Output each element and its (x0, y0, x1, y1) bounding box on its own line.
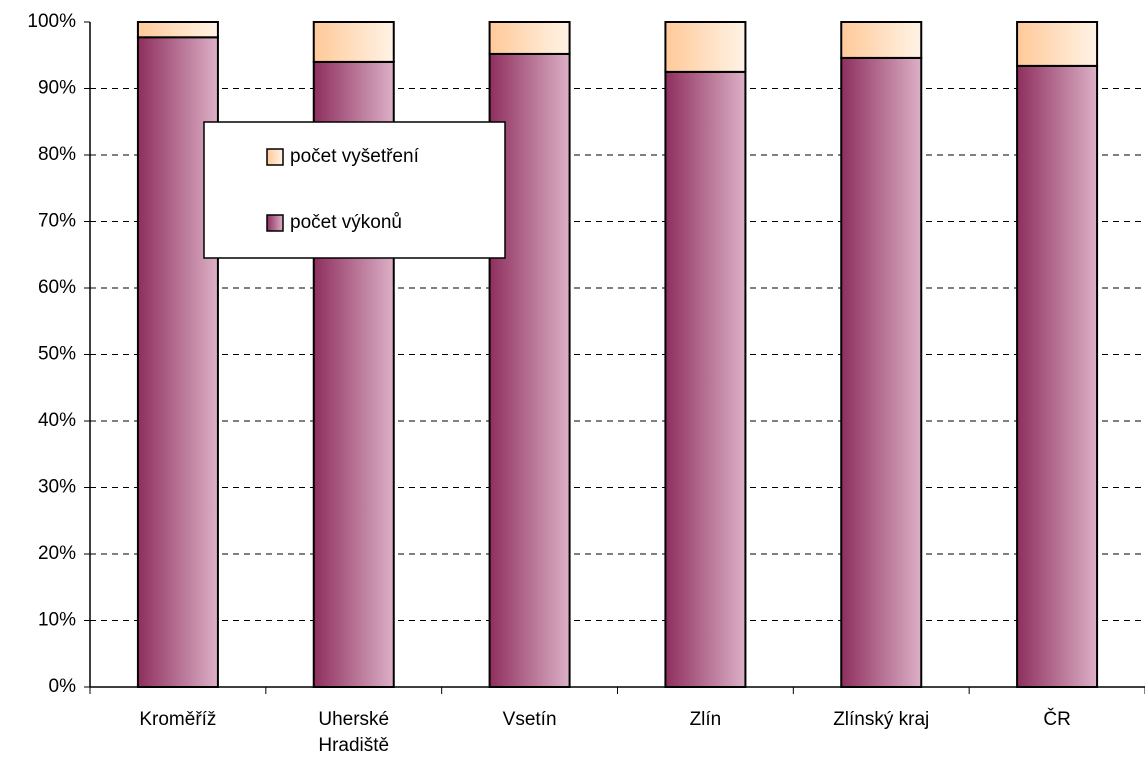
y-tick-label: 0% (49, 676, 77, 697)
legend-label: počet vyšetření (290, 146, 420, 167)
legend-label: počet výkonů (290, 212, 402, 233)
x-tick-label: Vsetín (502, 709, 557, 730)
bar-segment (312, 21, 395, 63)
bar-segment (840, 56, 923, 689)
y-tick-label: 30% (38, 477, 76, 498)
x-tick-label: Uherské Hradiště (318, 709, 390, 756)
y-tick-label: 10% (38, 610, 76, 631)
x-tick-label: Kroměříž (139, 709, 217, 730)
y-tick-label: 40% (38, 410, 76, 431)
bar-segment (488, 21, 571, 55)
x-tick-label: Zlínský kraj (833, 709, 930, 730)
x-tick-label: ČR (1043, 709, 1071, 730)
legend-swatch (266, 148, 284, 166)
y-tick-label: 100% (27, 11, 76, 32)
bar-segment (664, 21, 747, 73)
y-tick-label: 60% (38, 277, 76, 298)
bar-segment (664, 70, 747, 688)
bar-segment (1016, 21, 1099, 67)
bar-segment (136, 21, 219, 39)
y-tick-label: 20% (38, 543, 76, 564)
y-tick-label: 90% (38, 78, 76, 99)
bar-segment (1016, 64, 1099, 688)
legend-swatch (266, 214, 284, 232)
x-tick-label: Zlín (689, 709, 722, 730)
legend-box (203, 121, 506, 259)
y-tick-label: 50% (38, 344, 76, 365)
y-tick-label: 80% (38, 144, 76, 165)
bar-segment (840, 21, 923, 59)
y-tick-label: 70% (38, 211, 76, 232)
